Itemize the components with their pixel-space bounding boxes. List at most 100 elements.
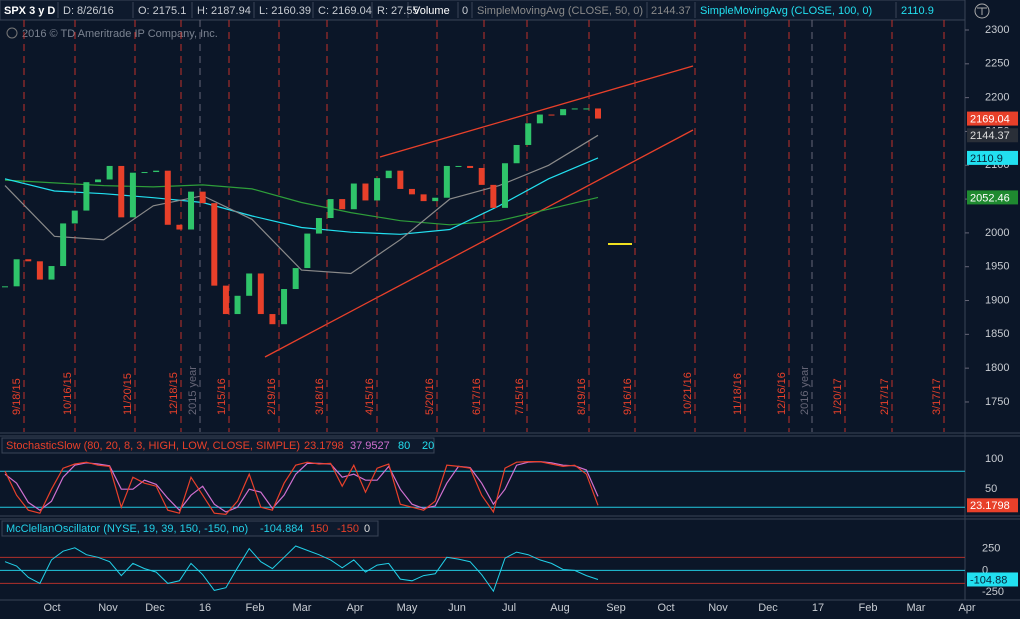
stochastic-k-value: 23.1798: [304, 440, 344, 452]
date-label: 12/18/15: [168, 372, 180, 415]
value-tag: 23.1798: [970, 500, 1010, 512]
candle: [513, 144, 520, 164]
level-value: 150: [310, 523, 328, 535]
date-label: 3/18/16: [314, 378, 326, 415]
pane-borders: [0, 20, 1020, 601]
sma50-label[interactable]: SimpleMovingAvg (CLOSE, 50, 0): [477, 5, 643, 17]
header-range: R: 27.55: [377, 5, 419, 17]
candle: [118, 165, 125, 218]
sma100-line: [4, 157, 599, 235]
trend-channel: [264, 65, 694, 358]
candle: [595, 108, 601, 119]
candle: [83, 182, 90, 211]
sma100-label[interactable]: SimpleMovingAvg (CLOSE, 100, 0): [700, 5, 872, 17]
x-tick-label: Feb: [859, 602, 878, 614]
y-tick-label: 2200: [985, 92, 1009, 104]
date-label: 2/19/16: [266, 378, 278, 415]
copyright-icon: [6, 27, 18, 39]
candle: [234, 295, 241, 315]
candle: [36, 261, 43, 280]
sma50-value: 2144.37: [651, 5, 691, 17]
x-tick-label: Sep: [606, 602, 626, 614]
candle: [141, 172, 148, 174]
mcclellan-line: [4, 545, 599, 593]
candle: [2, 286, 8, 288]
level-value: -150: [337, 523, 359, 535]
header-high: H: 2187.94: [197, 5, 251, 17]
mcclellan-label: McClellanOscillator (NYSE, 19, 39, 150, …: [6, 523, 248, 535]
x-tick-label: Aug: [550, 602, 570, 614]
date-label: 1/20/17: [832, 378, 844, 415]
candle: [269, 314, 276, 325]
date-label: 12/16/16: [776, 372, 788, 415]
y-tick-label: 1950: [985, 261, 1009, 273]
value-tag: 2052.46: [970, 192, 1010, 204]
candle: [478, 167, 485, 185]
x-tick-label: Nov: [708, 602, 728, 614]
y-tick-label: 250: [982, 543, 1000, 555]
y-tick-label: 2300: [985, 24, 1009, 36]
x-tick-label: May: [397, 602, 418, 614]
value-tag-bg: [967, 150, 1018, 165]
stochastic-d-value: 37.9527: [350, 440, 390, 452]
level-value: 80: [398, 440, 410, 452]
candle: [560, 109, 567, 116]
x-tick-label: 16: [199, 602, 211, 614]
value-tag-bg: [967, 190, 1018, 205]
candle: [95, 179, 102, 183]
candle: [374, 178, 381, 201]
stochastic-label: StochasticSlow (80, 20, 8, 3, HIGH, LOW,…: [6, 440, 300, 452]
candle: [501, 163, 508, 208]
candle: [199, 191, 206, 204]
sma100-value: 2110.9: [901, 5, 934, 17]
value-tag: -104.88: [970, 574, 1007, 586]
header-separators: [57, 2, 897, 18]
date-label: 10/16/15: [62, 372, 74, 415]
x-tick-label: Nov: [98, 602, 118, 614]
candle: [397, 170, 404, 189]
y-tick-label: 2000: [985, 227, 1009, 239]
x-tick-label: Dec: [758, 602, 778, 614]
stoch-k-line: [4, 461, 599, 516]
candle: [106, 165, 113, 180]
date-label: 2016 year: [799, 366, 811, 415]
copyright: 2016 © TD Ameritrade IP Company, Inc.: [22, 28, 218, 40]
candle: [13, 259, 20, 287]
candle: [222, 285, 229, 315]
candle: [292, 268, 299, 290]
candle: [385, 170, 392, 179]
candle: [467, 165, 474, 168]
candle: [443, 165, 450, 198]
candle: [246, 273, 253, 296]
x-tick-label: Oct: [43, 602, 60, 614]
x-tick-label: 17: [812, 602, 824, 614]
date-label: 11/20/15: [122, 373, 134, 415]
x-tick-label: Mar: [907, 602, 926, 614]
candle: [536, 114, 543, 124]
level-value: 0: [364, 523, 370, 535]
y-tick-label: -250: [982, 586, 1004, 598]
date-label: 9/18/15: [11, 378, 23, 415]
candle: [339, 199, 346, 210]
candle: [164, 170, 171, 225]
candle: [455, 165, 462, 167]
value-tag-bg: [967, 111, 1018, 126]
candle: [548, 114, 555, 116]
level-value: 20: [422, 440, 434, 452]
volume-value: 0: [462, 5, 468, 17]
value-tag: 2169.04: [970, 113, 1010, 125]
value-tag-bg: [967, 572, 1018, 587]
y-tick-label: 1750: [985, 396, 1009, 408]
header-low: L: 2160.39: [259, 5, 311, 17]
date-label: 3/17/17: [931, 378, 943, 415]
x-tick-label: Mar: [293, 602, 312, 614]
symbol[interactable]: SPX 3 y D: [4, 5, 55, 17]
settings-icon[interactable]: [974, 3, 990, 19]
candle: [176, 224, 183, 230]
candle: [525, 123, 532, 145]
value-tag-bg: [967, 498, 1018, 513]
x-tick-label: Apr: [346, 602, 363, 614]
candle: [153, 170, 160, 173]
candle: [257, 273, 264, 315]
candle: [48, 266, 55, 280]
